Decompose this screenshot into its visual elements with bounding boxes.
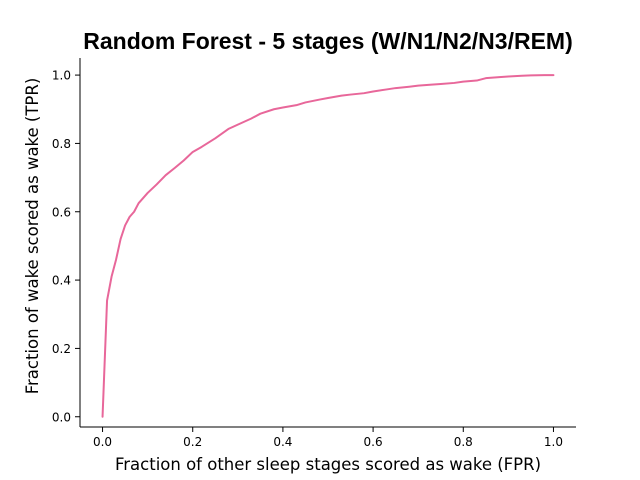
y-tick-label: 0.6 (52, 205, 71, 219)
x-ticks: 0.0 0.2 0.4 0.6 0.8 1.0 (93, 427, 563, 449)
x-tick-label: 0.4 (273, 435, 292, 449)
chart-title: Random Forest - 5 stages (W/N1/N2/N3/REM… (83, 28, 572, 54)
x-tick-label: 0.0 (93, 435, 112, 449)
x-axis-label: Fraction of other sleep stages scored as… (115, 455, 541, 474)
x-tick-label: 0.6 (364, 435, 383, 449)
axes (79, 58, 576, 428)
y-tick-label: 0.8 (52, 137, 71, 151)
y-axis-label: Fraction of wake scored as wake (TPR) (23, 78, 42, 395)
y-tick-label: 0.0 (52, 410, 71, 424)
y-tick-label: 0.4 (52, 274, 71, 288)
roc-curve (101, 74, 555, 418)
series (101, 74, 555, 418)
x-tick-label: 1.0 (544, 435, 563, 449)
y-tick-label: 1.0 (52, 69, 71, 83)
y-tick-label: 0.2 (52, 342, 71, 356)
x-tick-label: 0.2 (183, 435, 202, 449)
y-ticks: 0.0 0.2 0.4 0.6 0.8 1.0 (52, 69, 80, 424)
x-tick-label: 0.8 (454, 435, 473, 449)
